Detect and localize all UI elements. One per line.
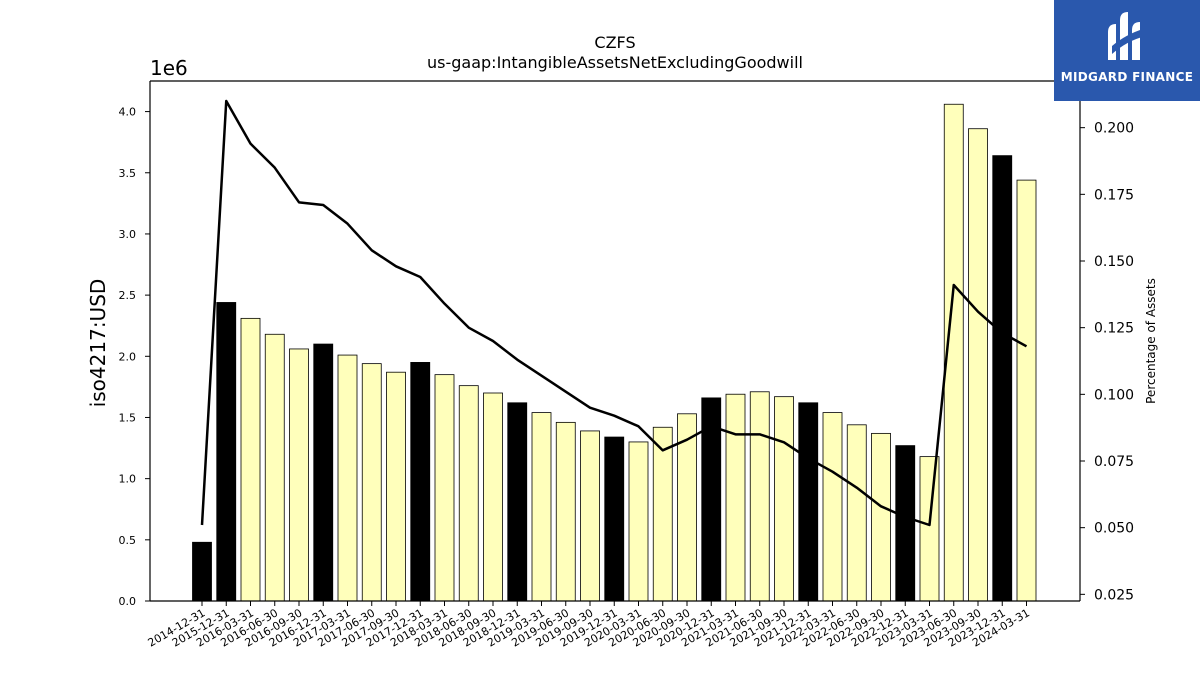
bar-2018-06-30 [458,385,479,602]
bar-2019-06-30 [555,421,576,602]
chart-subtitle: us-gaap:IntangibleAssetsNetExcludingGood… [427,53,803,72]
bar-2020-03-31 [628,441,649,602]
bar-2022-06-30 [846,424,867,602]
y-tick-label: 0.5 [119,534,137,547]
logo-mark-icon [1108,12,1146,60]
y2-tick-label: 0.125 [1094,321,1134,337]
y-tick-label: 2.0 [119,350,137,363]
bar-2014-12-31 [192,541,212,602]
y2-ticks-group: 0.025 0.050 0.075 0.100 0.125 0.150 0.175 0.200 [1080,121,1134,603]
bar-2022-03-31 [822,412,843,602]
bar-2024-03-31 [1016,179,1037,602]
bar-2023-03-31 [919,456,940,602]
y2-tick-label: 0.025 [1094,587,1134,603]
bar-2017-06-30 [361,363,382,602]
brand-logo: MIDGARD FINANCE [1054,0,1200,101]
bar-2021-03-31 [725,393,746,602]
y-ticks-group: 0.0 0.5 1.0 1.5 2.0 2.5 3.0 3.5 4.0 [119,106,150,608]
bar-2017-12-31 [410,362,431,602]
axes-group [149,80,1081,602]
y2-tick-label: 0.150 [1094,254,1134,270]
y2-tick-label: 0.050 [1094,521,1134,537]
y2-tick-label: 0.200 [1094,121,1134,137]
y-tick-label: 1.5 [119,411,137,424]
y-tick-label: 4.0 [119,106,137,119]
y-tick-label: 3.5 [119,167,137,180]
x-ticks-group: 2014-12-312015-12-312016-03-312016-06-30… [146,601,1032,650]
percent-line-group [200,99,1028,527]
bar-2023-09-30 [968,128,988,602]
bar-2019-03-31 [531,412,552,602]
y2-tick-label: 0.075 [1094,454,1134,470]
bar-2020-06-30 [652,426,673,602]
y-tick-label: 0.0 [119,595,137,608]
bar-2016-09-30 [289,348,309,602]
bar-2022-09-30 [871,432,891,602]
bar-2022-12-31 [895,445,916,602]
y-tick-label: 2.5 [119,289,137,302]
bar-2019-12-31 [604,436,625,602]
bar-2017-09-30 [386,371,406,602]
bar-2016-06-30 [264,333,285,602]
y-axis-label: iso4217:USD [86,279,110,408]
y-offset-label: 1e6 [150,56,188,80]
y-tick-label: 3.0 [119,228,137,241]
bar-2017-03-31 [337,354,358,602]
y2-axis-label: Percentage of Assets [1144,278,1158,404]
y2-tick-label: 0.175 [1094,187,1134,203]
y2-tick-label: 0.100 [1094,387,1134,403]
bar-2018-03-31 [434,374,455,602]
bar-2018-12-31 [507,402,528,602]
bar-2019-09-30 [580,430,600,602]
bars-group [192,103,1037,602]
percent-of-assets-line [200,99,1028,527]
bar-2021-12-31 [798,402,819,602]
chart-title: CZFS [594,33,635,52]
bar-2023-12-31 [992,155,1013,602]
y-tick-label: 1.0 [119,473,137,486]
bar-2016-03-31 [240,317,261,602]
bar-2021-06-30 [749,391,770,602]
logo-text: MIDGARD FINANCE [1060,70,1194,84]
bar-2021-09-30 [774,396,794,602]
bar-2018-09-30 [483,392,503,602]
bar-2016-12-31 [313,343,334,602]
bar-2015-12-31 [216,302,237,602]
